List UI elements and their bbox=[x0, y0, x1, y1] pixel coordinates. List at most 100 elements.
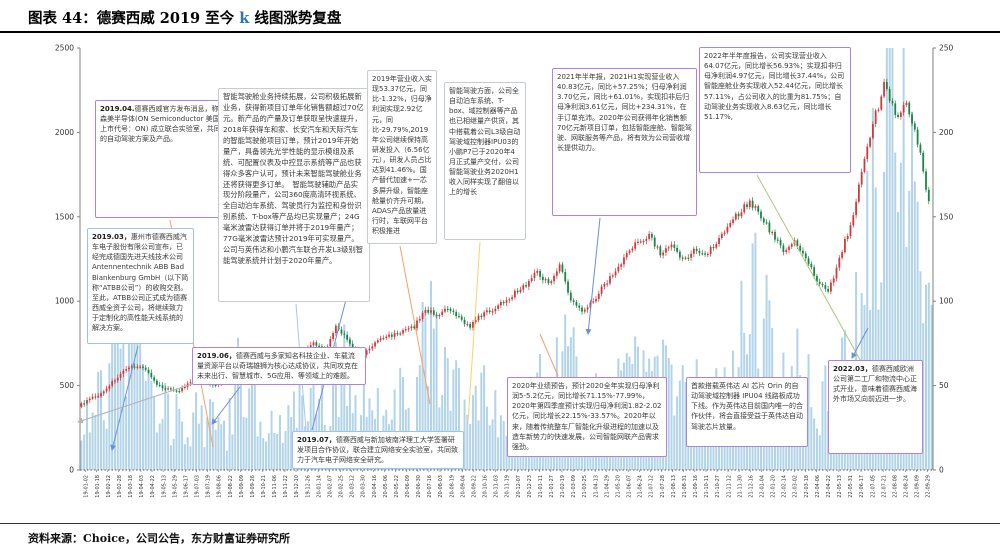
x-axis-tick-label: 21-06-07 bbox=[627, 475, 633, 498]
x-axis-tick-label: 21-10-27 bbox=[715, 475, 721, 498]
annotation-box-2019-07: 2019.07，德赛西威与新加坡南洋理工大学签署研发项目合作协议，联合建立网络安… bbox=[292, 431, 464, 470]
x-axis-tick-label: 19-06-17 bbox=[183, 475, 189, 498]
x-axis-tick-label: 21-01-11 bbox=[538, 475, 544, 498]
x-axis-tick-label: 20-08-19 bbox=[449, 475, 455, 498]
x-axis-tick-label: 21-11-30 bbox=[737, 475, 743, 498]
x-axis-tick-label: 19-07-03 bbox=[195, 475, 201, 498]
x-axis-tick-label: 19-01-02 bbox=[84, 475, 90, 498]
figure-title-pre: 图表 44：德赛西威 2019 至今 bbox=[28, 10, 240, 27]
source-text: 资料来源：Choice，公司公告，东方财富证券研究所 bbox=[28, 532, 290, 545]
x-axis-tick-label: 22-04-06 bbox=[815, 475, 821, 498]
annotation-body: 德赛西威与多家知名科技企业、车载流量资源平台以奇瑞雄狮为核心达成协议，共同攻克在… bbox=[197, 352, 358, 381]
x-axis-tick-label: 19-02-12 bbox=[106, 475, 112, 498]
x-axis-tick-label: 22-08-24 bbox=[904, 475, 910, 498]
annotation-lead: 2019.04. bbox=[100, 105, 135, 113]
annotation-body: 2019年营业收入实现53.37亿元，同比-1.32%，归母净利润实现2.92亿… bbox=[372, 75, 432, 236]
x-axis-tick-label: 20-02-25 bbox=[339, 475, 345, 498]
x-axis-tick-label: 19-02-28 bbox=[117, 475, 123, 498]
figure-title: 图表 44：德赛西威 2019 至今 k 线图涨势复盘 bbox=[28, 7, 341, 28]
x-axis-tick-label: 20-03-30 bbox=[361, 475, 367, 498]
x-axis-tick-label: 20-09-22 bbox=[471, 475, 477, 498]
annotation-body: 智能驾驶方面，公司全自动泊车系统、T-box、域控制器等产品也已相继量产供货，其… bbox=[449, 87, 521, 197]
x-axis-tick-label: 22-07-05 bbox=[870, 475, 876, 498]
left-axis-tick-label: 1000 bbox=[55, 297, 74, 306]
x-axis-tick-label: 20-01-14 bbox=[316, 475, 322, 498]
x-axis-tick-label: 21-04-13 bbox=[593, 475, 599, 498]
x-axis-tick-label: 21-06-24 bbox=[638, 475, 644, 498]
x-axis-tick-label: 21-12-16 bbox=[748, 475, 754, 498]
x-axis-tick-label: 21-09-16 bbox=[693, 475, 699, 498]
annotation-body: 智能驾驶舱业务持续拓展，公司积极拓展新业务，获得新项目订单年化销售额超过70亿元… bbox=[223, 92, 364, 266]
x-axis-tick-label: 20-12-07 bbox=[516, 475, 522, 498]
annotation-lead: 2022.03， bbox=[833, 365, 872, 373]
annotation-lead: 2019.07， bbox=[297, 436, 336, 444]
source-footer: 资料来源：Choice，公司公告，东方财富证券研究所 bbox=[0, 523, 1000, 546]
x-axis-tick-label: 19-09-09 bbox=[239, 475, 245, 498]
x-axis-tick-label: 20-07-16 bbox=[427, 475, 433, 498]
annotation-lead: 2019.06， bbox=[197, 352, 236, 360]
x-axis-tick-label: 20-04-16 bbox=[372, 475, 378, 498]
x-axis-tick-label: 20-11-03 bbox=[494, 475, 500, 498]
annotation-box-2022-03: 2022.03，德赛西威欧洲公司第二工厂和物流中心正式开业，意味着德赛西威海外市… bbox=[828, 360, 923, 454]
right-axis-tick-label: 200 bbox=[939, 128, 954, 137]
annotation-body: 2020年业绩预告，预计2020全年实现归母净利润5-5.2亿元，同比增长71.… bbox=[512, 382, 662, 451]
x-axis-tick-label: 22-03-18 bbox=[804, 475, 810, 498]
figure-title-bar: 图表 44：德赛西威 2019 至今 k 线图涨势复盘 bbox=[0, 0, 1000, 33]
annotation-lead: 2019.03， bbox=[92, 233, 131, 241]
annotation-body: 德赛西威与新加坡南洋理工大学签署研发项目合作协议，联合建立网络安全实验室，共同致… bbox=[297, 436, 458, 465]
right-axis-tick-label: 250 bbox=[939, 44, 954, 53]
x-axis-tick-label: 21-08-31 bbox=[682, 475, 688, 498]
x-axis-tick-label: 19-11-06 bbox=[272, 475, 278, 498]
right-axis-tick-label: 100 bbox=[939, 297, 954, 306]
x-axis-tick-label: 22-09-29 bbox=[926, 475, 932, 498]
annotation-body: 惠州市德赛西威汽车电子股份有限公司宣布，已经完成德国先进天线技术公司Antenn… bbox=[92, 233, 189, 333]
x-axis-tick-label: 22-08-08 bbox=[892, 475, 898, 498]
annotation-box-nvidia-orin: 首款搭载英伟达 AI 芯片 Orin 的自动驾驶域控制器 IPU04 线路板成功… bbox=[686, 377, 808, 447]
x-axis-tick-label: 20-06-30 bbox=[416, 475, 422, 498]
figure-title-k-accent: k bbox=[239, 10, 250, 27]
left-axis-tick-label: 2500 bbox=[55, 44, 74, 53]
annotation-box-2020-forecast: 2020年业绩预告，预计2020全年实现归母净利润5-5.2亿元，同比增长71.… bbox=[507, 377, 667, 457]
x-axis-tick-label: 20-12-23 bbox=[527, 475, 533, 498]
axes: 0 500 1000 1500 2000 2500 0 50 100 150 200 250 bbox=[55, 44, 954, 475]
x-axis-tick-label: 22-05-13 bbox=[837, 475, 843, 498]
x-axis-tick-label: 20-03-12 bbox=[350, 475, 356, 498]
x-axis-tick-labels: 19-01-02 19-01-18 19-02-12 19-02-28 19-03-18… bbox=[84, 475, 932, 498]
x-axis-tick-label: 22-09-09 bbox=[915, 475, 921, 498]
x-axis-tick-label: 21-03-25 bbox=[582, 475, 588, 498]
x-axis-tick-label: 19-03-18 bbox=[128, 475, 134, 498]
left-axis-tick-label: 0 bbox=[69, 466, 74, 475]
annotation-box-2019-03: 2019.03，惠州市德赛西威汽车电子股份有限公司宣布，已经完成德国先进天线技术… bbox=[87, 228, 194, 344]
x-axis-tick-label: 19-08-22 bbox=[228, 475, 234, 498]
annotation-body: 德赛西威欧洲公司第二工厂和物流中心正式开业，意味着德赛西威海外市场又向前迈进一步… bbox=[833, 365, 917, 404]
x-axis-tick-label: 19-07-19 bbox=[206, 475, 212, 498]
x-axis-tick-label: 19-04-03 bbox=[139, 475, 145, 498]
annotation-body: 2022年半年度报告，公司实现营业收入64.07亿元，同比增长56.93%；实现… bbox=[704, 52, 845, 121]
x-axis-tick-label: 19-12-10 bbox=[294, 475, 300, 498]
x-axis-tick-label: 19-05-29 bbox=[172, 475, 178, 498]
x-axis-tick-label: 22-04-22 bbox=[826, 475, 832, 498]
left-axis-tick-label: 500 bbox=[60, 381, 75, 390]
left-axis-tick-label: 1500 bbox=[55, 212, 74, 221]
x-axis-tick-label: 20-05-22 bbox=[394, 475, 400, 498]
annotation-body: 2021年半年报，2021H1实现营业收入40.83亿元，同比+57.25%；归… bbox=[557, 73, 692, 152]
x-axis-tick-label: 21-03-09 bbox=[571, 475, 577, 498]
x-axis-tick-label: 19-10-21 bbox=[261, 475, 267, 498]
x-axis-tick-label: 19-04-22 bbox=[150, 475, 156, 498]
x-axis-tick-label: 22-01-20 bbox=[771, 475, 777, 498]
annotation-body: 首款搭载英伟达 AI 芯片 Orin 的自动驾驶域控制器 IPU04 线路板成功… bbox=[691, 382, 803, 431]
kline-chart-area: 0 500 1000 1500 2000 2500 0 50 100 150 200 250 19-0… bbox=[0, 32, 1000, 518]
left-axis-tick-label: 2000 bbox=[55, 128, 74, 137]
x-axis-tick-label: 19-09-26 bbox=[250, 475, 256, 498]
x-axis-tick-label: 19-05-13 bbox=[161, 475, 167, 498]
figure-title-post: 线图涨势复盘 bbox=[249, 10, 342, 27]
annotation-box-smart-driving: 智能驾驶方面，公司全自动泊车系统、T-box、域控制器等产品也已相继量产供货，其… bbox=[444, 82, 526, 240]
x-axis-tick-label: 19-01-18 bbox=[95, 475, 101, 498]
x-axis-tick-label: 22-01-04 bbox=[759, 475, 765, 498]
x-axis-tick-label: 20-05-06 bbox=[383, 475, 389, 498]
right-axis-tick-label: 50 bbox=[939, 381, 949, 390]
annotation-box-2021-interim: 2021年半年报，2021H1实现营业收入40.83亿元，同比+57.25%；归… bbox=[552, 68, 697, 216]
x-axis-tick-label: 20-10-16 bbox=[483, 475, 489, 498]
x-axis-tick-label: 21-08-13 bbox=[671, 475, 677, 498]
x-axis-tick-label: 20-11-19 bbox=[505, 475, 511, 498]
